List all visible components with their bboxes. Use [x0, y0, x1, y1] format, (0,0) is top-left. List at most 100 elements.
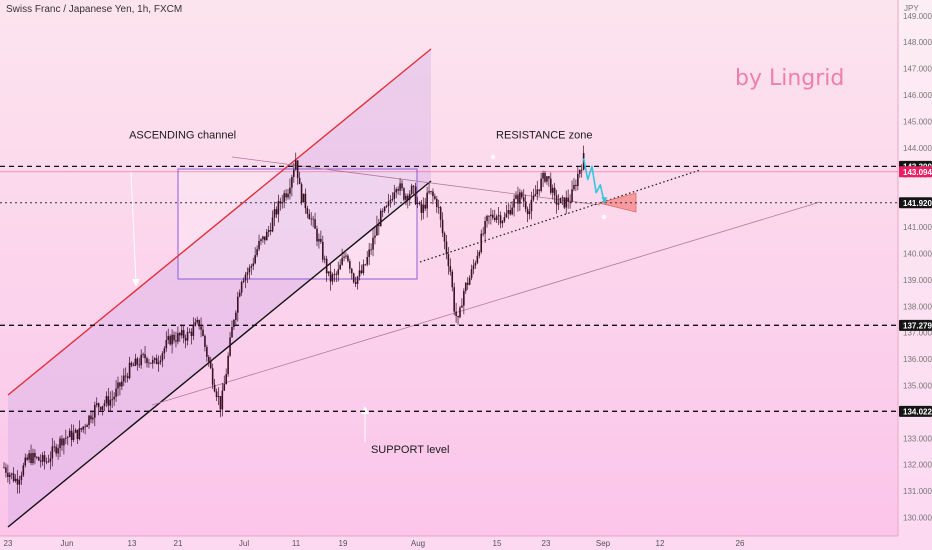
time-axis-panel[interactable]: [0, 536, 898, 550]
candle-body: [445, 241, 448, 255]
candle-body: [43, 455, 46, 462]
candle-body: [405, 195, 407, 200]
candle-body: [455, 311, 457, 316]
candle-body: [331, 274, 334, 282]
time-tick-label: Jun: [61, 539, 74, 548]
candle-body: [194, 322, 197, 326]
candle-body: [314, 219, 316, 229]
candle-body: [3, 467, 5, 469]
price-tick-label: 147.000: [903, 65, 932, 74]
candle-body: [408, 193, 411, 200]
candle-body: [142, 354, 144, 356]
candle-body: [463, 290, 465, 306]
time-tick-label: 23: [4, 539, 13, 548]
candle-body: [70, 430, 73, 440]
candle-body: [294, 160, 297, 170]
candle-body: [472, 265, 475, 270]
candle-body: [244, 274, 247, 281]
candle-body: [492, 214, 494, 218]
candle-body: [526, 208, 529, 215]
candle-body: [304, 193, 307, 209]
candle-body: [231, 327, 233, 338]
candle-body: [565, 197, 568, 208]
candle-body: [236, 296, 239, 313]
candle-body: [509, 210, 512, 215]
annotation-layer: ASCENDING channel RESISTANCE zone SUPPORT …: [129, 130, 592, 456]
candle-body: [269, 230, 272, 232]
candle-body: [55, 446, 57, 454]
candle-body: [22, 465, 25, 476]
price-level-label-bg: [899, 319, 932, 331]
candle-body: [30, 453, 32, 463]
candle-body: [138, 364, 141, 366]
price-tick-label: 132.000: [903, 461, 932, 470]
candle-body: [370, 249, 372, 251]
candle-body: [265, 231, 268, 241]
candle-body: [36, 457, 38, 459]
candle-body: [198, 319, 200, 327]
candle-body: [524, 201, 527, 209]
candle-body: [248, 267, 251, 273]
candle-body: [86, 425, 88, 427]
candle-body: [563, 197, 566, 208]
candle-body: [37, 457, 40, 461]
candle-body: [323, 258, 326, 260]
candle-body: [522, 197, 525, 202]
candle-body: [296, 160, 299, 178]
candle-body: [28, 453, 30, 460]
candle-body: [480, 233, 483, 253]
candle-body: [503, 217, 506, 222]
candle-body: [167, 336, 170, 340]
candle-body: [449, 266, 452, 272]
candle-body: [517, 195, 519, 204]
candle-body: [32, 452, 34, 463]
candle-body: [97, 403, 100, 408]
candle-body: [99, 407, 102, 410]
candle-body: [24, 457, 27, 466]
price-level-label: 141.920: [903, 199, 932, 208]
candle-body: [362, 264, 365, 274]
price-tick-label: 144.000: [903, 144, 932, 153]
candle-body: [287, 193, 289, 198]
resistance-marker-dot: [490, 154, 496, 160]
candle-body: [188, 331, 191, 333]
candle-body: [267, 230, 270, 232]
candle-body: [519, 192, 521, 204]
long-trendline: [151, 201, 821, 406]
candle-body: [140, 354, 142, 366]
candle-body: [177, 333, 179, 342]
candle-body: [277, 201, 280, 215]
price-axis-panel[interactable]: [898, 0, 932, 550]
annotation-2: SUPPORT level: [371, 444, 449, 456]
candle-body: [61, 438, 63, 446]
candle-body: [192, 325, 195, 336]
candle-body: [204, 335, 206, 347]
candle-body: [573, 184, 575, 190]
candle-body: [153, 358, 156, 360]
candle-body: [490, 214, 492, 217]
candle-body: [426, 192, 428, 209]
candle-body: [148, 362, 150, 364]
candle-body: [63, 438, 65, 446]
price-level-label-bg: [899, 197, 932, 209]
candle-body: [134, 358, 137, 366]
candle-body: [478, 252, 481, 256]
candle-body: [418, 202, 421, 204]
candle-body: [51, 446, 54, 459]
price-tick-label: 141.000: [903, 223, 932, 232]
candle-body: [459, 307, 461, 318]
candle-body: [484, 221, 486, 234]
candle-body: [387, 201, 390, 207]
candle-body: [252, 263, 255, 267]
candle-body: [360, 270, 363, 274]
candle-body: [39, 460, 42, 462]
candle-body: [312, 218, 314, 220]
candle-body: [128, 362, 131, 379]
candle-body: [74, 429, 77, 433]
candle-body: [298, 177, 301, 185]
candle-body: [175, 340, 177, 342]
price-tick-label: 130.000: [903, 514, 932, 523]
candle-body: [8, 474, 11, 477]
candle-body: [171, 334, 173, 345]
